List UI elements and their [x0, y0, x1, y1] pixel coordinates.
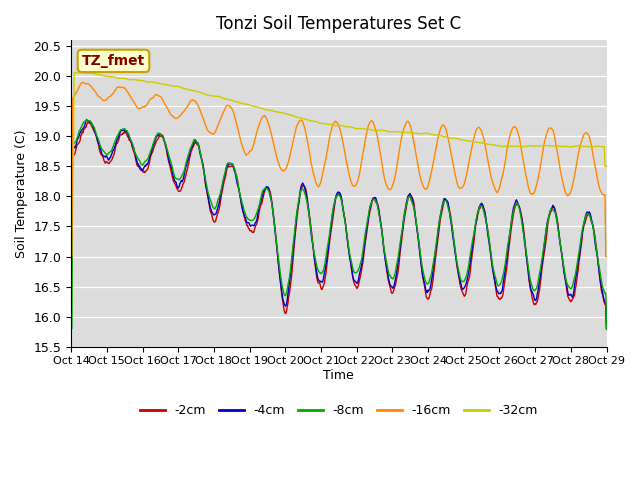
Title: Tonzi Soil Temperatures Set C: Tonzi Soil Temperatures Set C — [216, 15, 461, 33]
X-axis label: Time: Time — [323, 369, 354, 382]
Y-axis label: Soil Temperature (C): Soil Temperature (C) — [15, 129, 28, 258]
Text: TZ_fmet: TZ_fmet — [82, 54, 145, 68]
Legend: -2cm, -4cm, -8cm, -16cm, -32cm: -2cm, -4cm, -8cm, -16cm, -32cm — [134, 399, 543, 422]
